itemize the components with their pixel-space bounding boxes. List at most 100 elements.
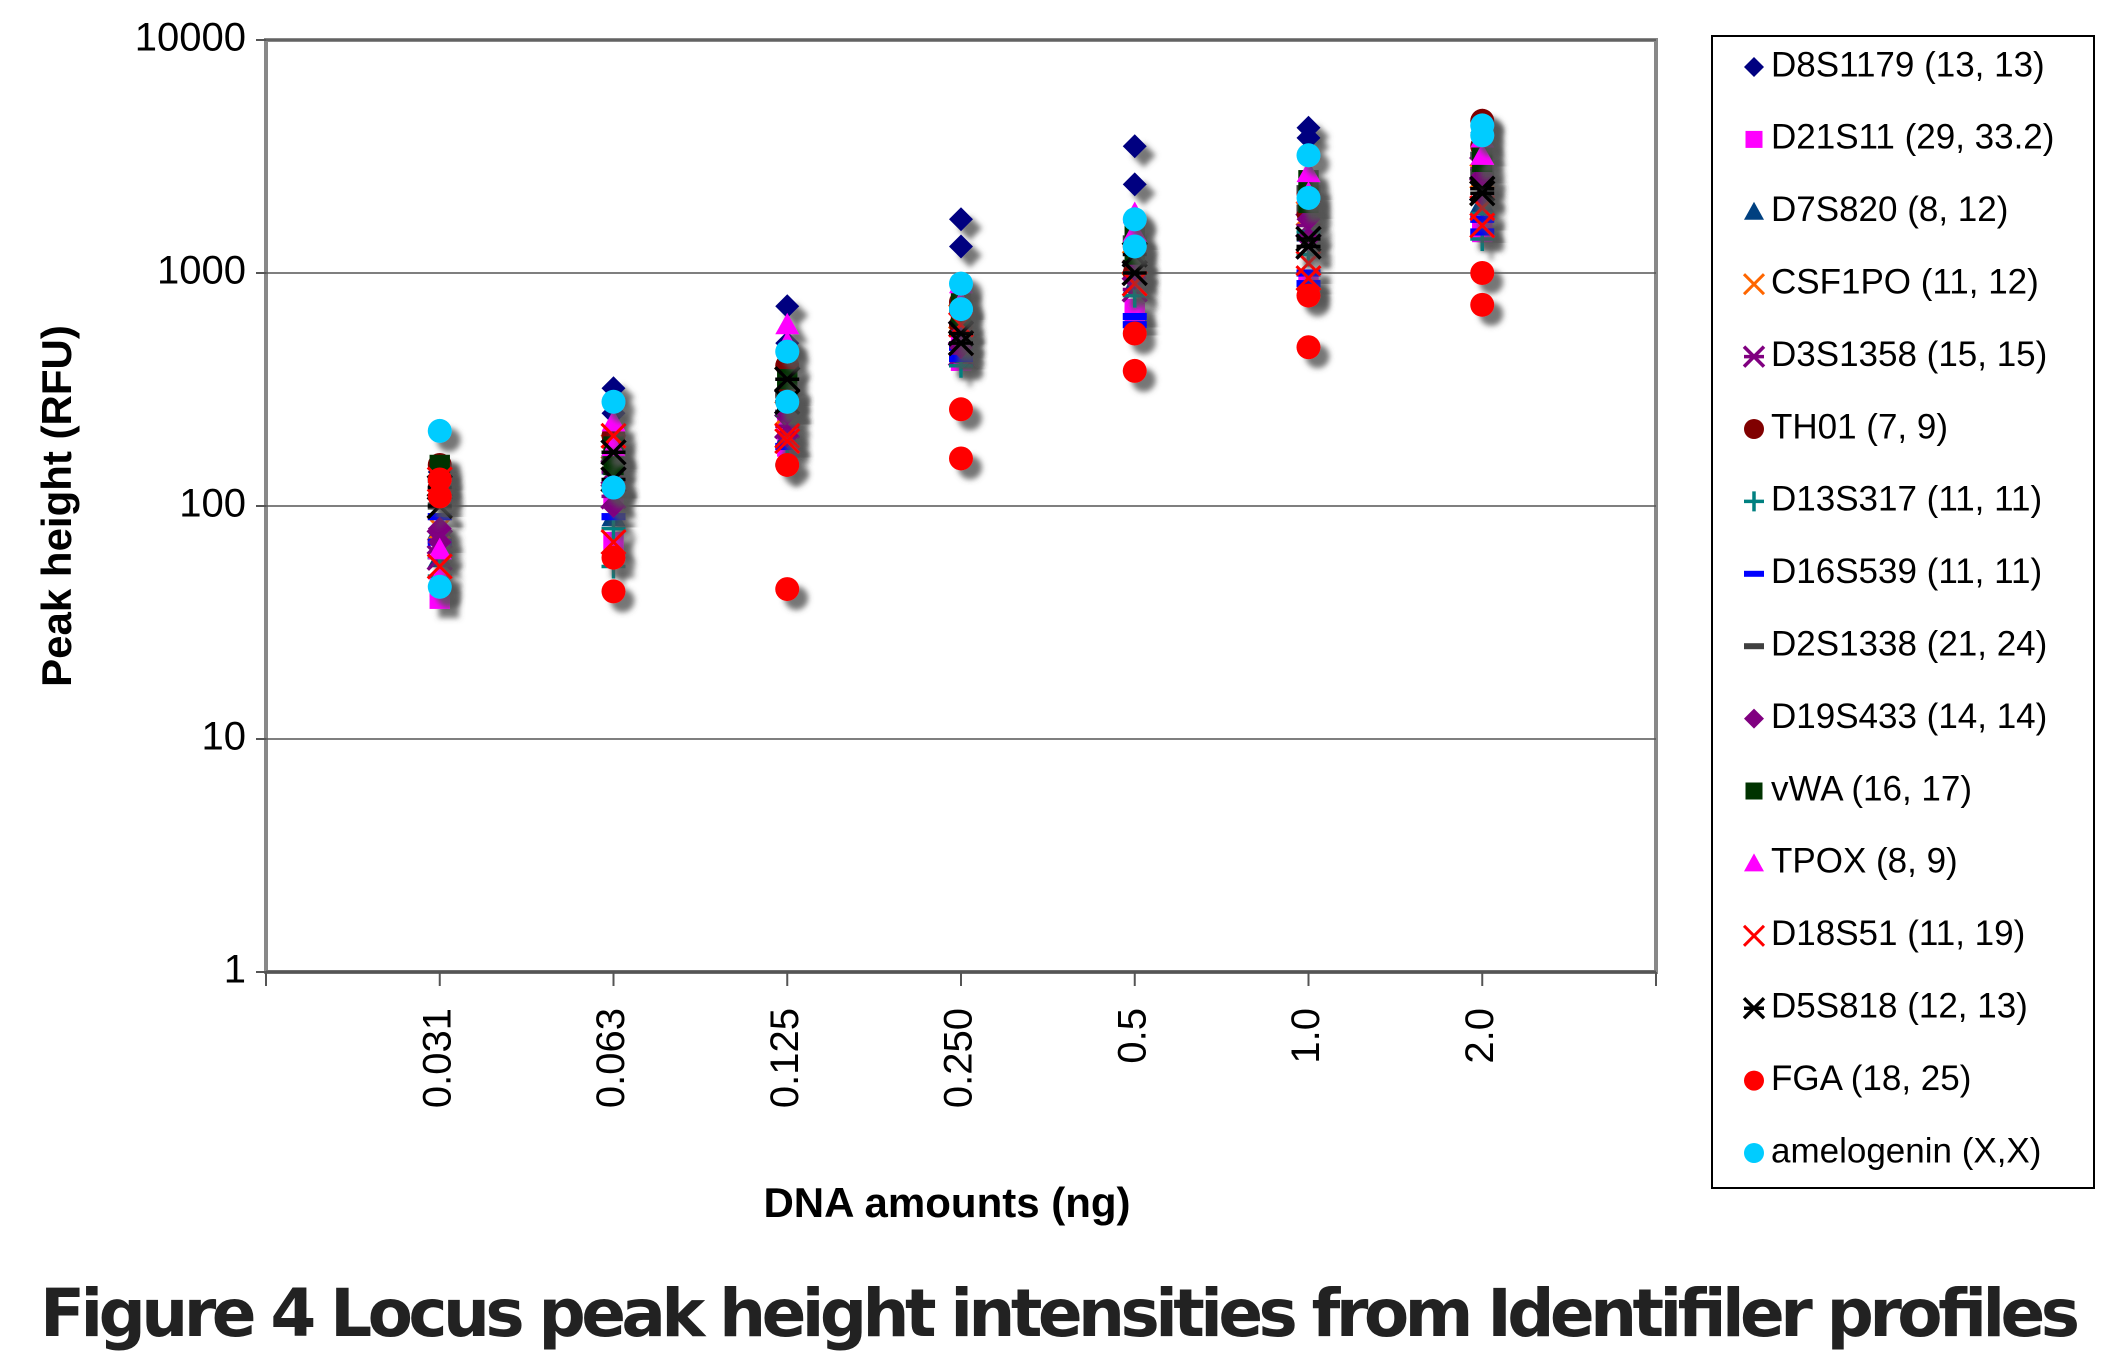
marker	[1295, 233, 1322, 260]
marker	[1744, 1070, 1764, 1091]
y-tick-label: 10000	[135, 16, 246, 60]
marker	[427, 574, 452, 599]
marker	[1296, 185, 1321, 210]
marker	[1122, 358, 1147, 383]
marker	[601, 579, 626, 604]
y-tick-label: 100	[179, 482, 246, 526]
legend-label: TH01 (7, 9)	[1771, 407, 1948, 446]
x-tick-label: 0.5	[1110, 1008, 1154, 1064]
legend-label: TPOX (8, 9)	[1771, 842, 1958, 881]
marker	[949, 271, 973, 296]
marker	[1296, 283, 1321, 308]
marker	[1296, 335, 1321, 360]
marker	[1742, 996, 1766, 1020]
marker	[1744, 491, 1764, 512]
marker	[1296, 143, 1321, 168]
marker	[949, 297, 973, 322]
legend-box	[1711, 35, 2095, 1189]
marker	[1745, 782, 1763, 800]
x-tick-label: 2.0	[1458, 1008, 1502, 1064]
legend-label: D7S820 (8, 12)	[1771, 190, 2008, 229]
marker	[775, 294, 800, 319]
legend-label: D2S1338 (21, 24)	[1771, 624, 2047, 663]
marker	[427, 484, 452, 509]
marker	[601, 389, 626, 414]
marker	[949, 207, 973, 232]
marker	[1744, 201, 1764, 220]
marker	[1469, 175, 1496, 202]
marker	[1121, 259, 1148, 287]
marker	[1744, 419, 1764, 439]
marker	[427, 537, 452, 560]
marker	[949, 234, 973, 259]
marker	[427, 418, 452, 443]
marker	[774, 422, 801, 449]
marker	[1742, 345, 1766, 368]
legend-label: D18S51 (11, 19)	[1771, 914, 2025, 953]
marker	[774, 365, 801, 393]
marker	[427, 516, 452, 541]
legend-label: FGA (18, 25)	[1771, 1059, 1971, 1098]
legend-label: amelogenin (X,X)	[1771, 1131, 2041, 1170]
y-tick-label: 10	[202, 715, 247, 759]
marker	[426, 553, 453, 580]
marker	[775, 339, 800, 364]
marker	[601, 494, 626, 518]
marker	[1469, 212, 1496, 239]
marker	[1122, 312, 1147, 321]
legend-label: CSF1PO (11, 12)	[1771, 262, 2039, 301]
marker	[1122, 172, 1147, 197]
legend-label: D21S11 (29, 33.2)	[1771, 118, 2054, 157]
legend-label: D8S1179 (13, 13)	[1771, 45, 2045, 84]
y-tick-label: 1	[224, 948, 246, 992]
legend-label: D13S317 (11, 11)	[1771, 480, 2042, 519]
marker	[1744, 708, 1764, 729]
marker	[1744, 1143, 1764, 1163]
marker	[1470, 228, 1495, 236]
marker	[1296, 160, 1321, 183]
marker	[1744, 643, 1764, 650]
marker	[1122, 207, 1147, 232]
legend-label: vWA (16, 17)	[1771, 769, 1972, 808]
marker	[1469, 179, 1496, 207]
marker	[1470, 261, 1495, 285]
x-tick-label: 0.063	[589, 1008, 633, 1108]
marker	[1122, 134, 1147, 159]
marker	[601, 545, 626, 570]
marker	[1295, 265, 1322, 292]
marker	[1744, 57, 1764, 77]
marker	[601, 516, 626, 541]
marker	[1470, 143, 1495, 165]
marker	[1742, 273, 1766, 296]
marker	[1744, 853, 1764, 872]
x-tick-label: 0.031	[415, 1008, 459, 1108]
marker	[949, 397, 973, 422]
marker	[600, 439, 627, 466]
marker	[1470, 123, 1495, 148]
marker	[1121, 270, 1148, 297]
marker	[1470, 215, 1495, 223]
caption: Figure 4 Locus peak height intensities f…	[40, 1275, 2080, 1352]
marker	[949, 446, 973, 471]
marker	[947, 329, 975, 357]
x-axis-title: DNA amounts (ng)	[763, 1179, 1130, 1226]
marker	[1745, 130, 1763, 148]
marker	[1296, 269, 1321, 277]
marker	[1296, 125, 1321, 150]
y-tick-label: 1000	[157, 249, 246, 293]
marker	[775, 577, 800, 602]
marker	[775, 312, 800, 335]
x-tick-label: 0.250	[937, 1008, 981, 1108]
marker	[775, 389, 800, 414]
legend-label: D5S818 (12, 13)	[1771, 986, 2028, 1025]
marker	[1122, 321, 1147, 346]
marker	[1470, 292, 1495, 317]
y-axis-title: Peak height (RFU)	[33, 325, 80, 687]
x-tick-label: 0.125	[763, 1008, 807, 1108]
marker	[601, 475, 626, 500]
marker	[775, 452, 800, 477]
marker	[1122, 234, 1147, 259]
legend-label: D3S1358 (15, 15)	[1771, 335, 2047, 374]
marker	[774, 427, 801, 455]
